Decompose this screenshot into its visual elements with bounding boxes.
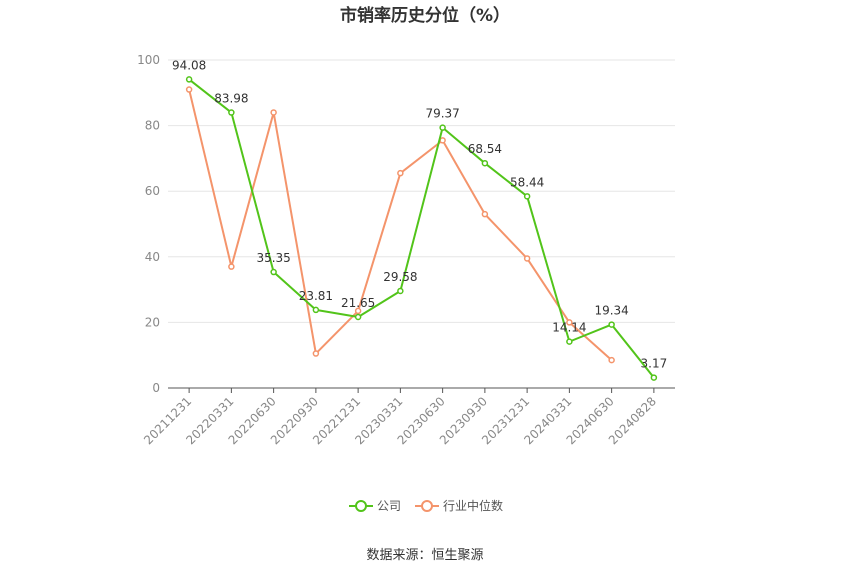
data-label: 68.54	[468, 142, 502, 156]
data-point	[185, 76, 193, 83]
data-point	[397, 169, 404, 177]
data-label: 19.34	[594, 304, 628, 318]
chart-title: 市销率历史分位（%）	[340, 5, 510, 26]
series-line	[188, 89, 613, 361]
data-label: 58.44	[510, 175, 544, 189]
data-label: 35.35	[256, 251, 290, 265]
data-label: 94.08	[172, 58, 206, 72]
data-point	[312, 306, 320, 314]
data-point	[481, 159, 489, 167]
data-point	[397, 287, 404, 295]
data-point	[185, 86, 193, 93]
legend-label: 行业中位数	[443, 498, 503, 513]
data-point	[608, 321, 615, 328]
y-tick-label: 80	[145, 119, 160, 133]
data-point	[566, 338, 573, 345]
data-point	[523, 255, 531, 262]
data-point	[566, 319, 573, 326]
source-note: 数据来源：恒生聚源	[366, 548, 483, 563]
data-point	[439, 137, 446, 144]
y-tick-label: 100	[137, 53, 160, 67]
label-layer: 94.08 83.98 35.35 23.81 21.65 29.58 79.37 68.54…	[172, 58, 667, 370]
axis-layer: 0204060801002021123120220331202206302022…	[137, 53, 675, 447]
legend-label: 公司	[377, 499, 401, 513]
data-label: 14.14	[552, 321, 586, 335]
data-point	[608, 356, 615, 364]
y-tick-label: 20	[145, 315, 160, 329]
data-point	[270, 268, 277, 276]
data-label: 79.37	[425, 107, 459, 121]
data-label: 29.58	[383, 270, 417, 284]
data-point	[270, 109, 277, 116]
data-point	[439, 124, 446, 131]
series-layer	[185, 76, 658, 381]
data-label: 23.81	[299, 289, 333, 303]
y-tick-label: 40	[145, 250, 160, 264]
data-point	[354, 313, 362, 321]
legend-item[interactable]: 公司	[349, 499, 401, 513]
data-point	[481, 210, 489, 218]
data-point	[354, 307, 362, 315]
legend[interactable]: 公司 行业中位数	[349, 498, 503, 513]
data-point	[650, 374, 658, 381]
data-label: 3.17	[641, 357, 668, 371]
legend-marker	[355, 500, 367, 512]
data-label: 83.98	[214, 92, 248, 106]
data-label: 21.65	[341, 296, 375, 310]
data-point	[228, 109, 235, 116]
legend-marker	[421, 500, 433, 512]
data-point	[523, 193, 531, 200]
y-tick-label: 0	[152, 381, 160, 395]
series-line	[188, 78, 655, 379]
legend-item[interactable]: 行业中位数	[415, 498, 503, 513]
y-tick-label: 60	[145, 184, 160, 198]
data-point	[312, 350, 320, 357]
data-point	[228, 263, 235, 270]
